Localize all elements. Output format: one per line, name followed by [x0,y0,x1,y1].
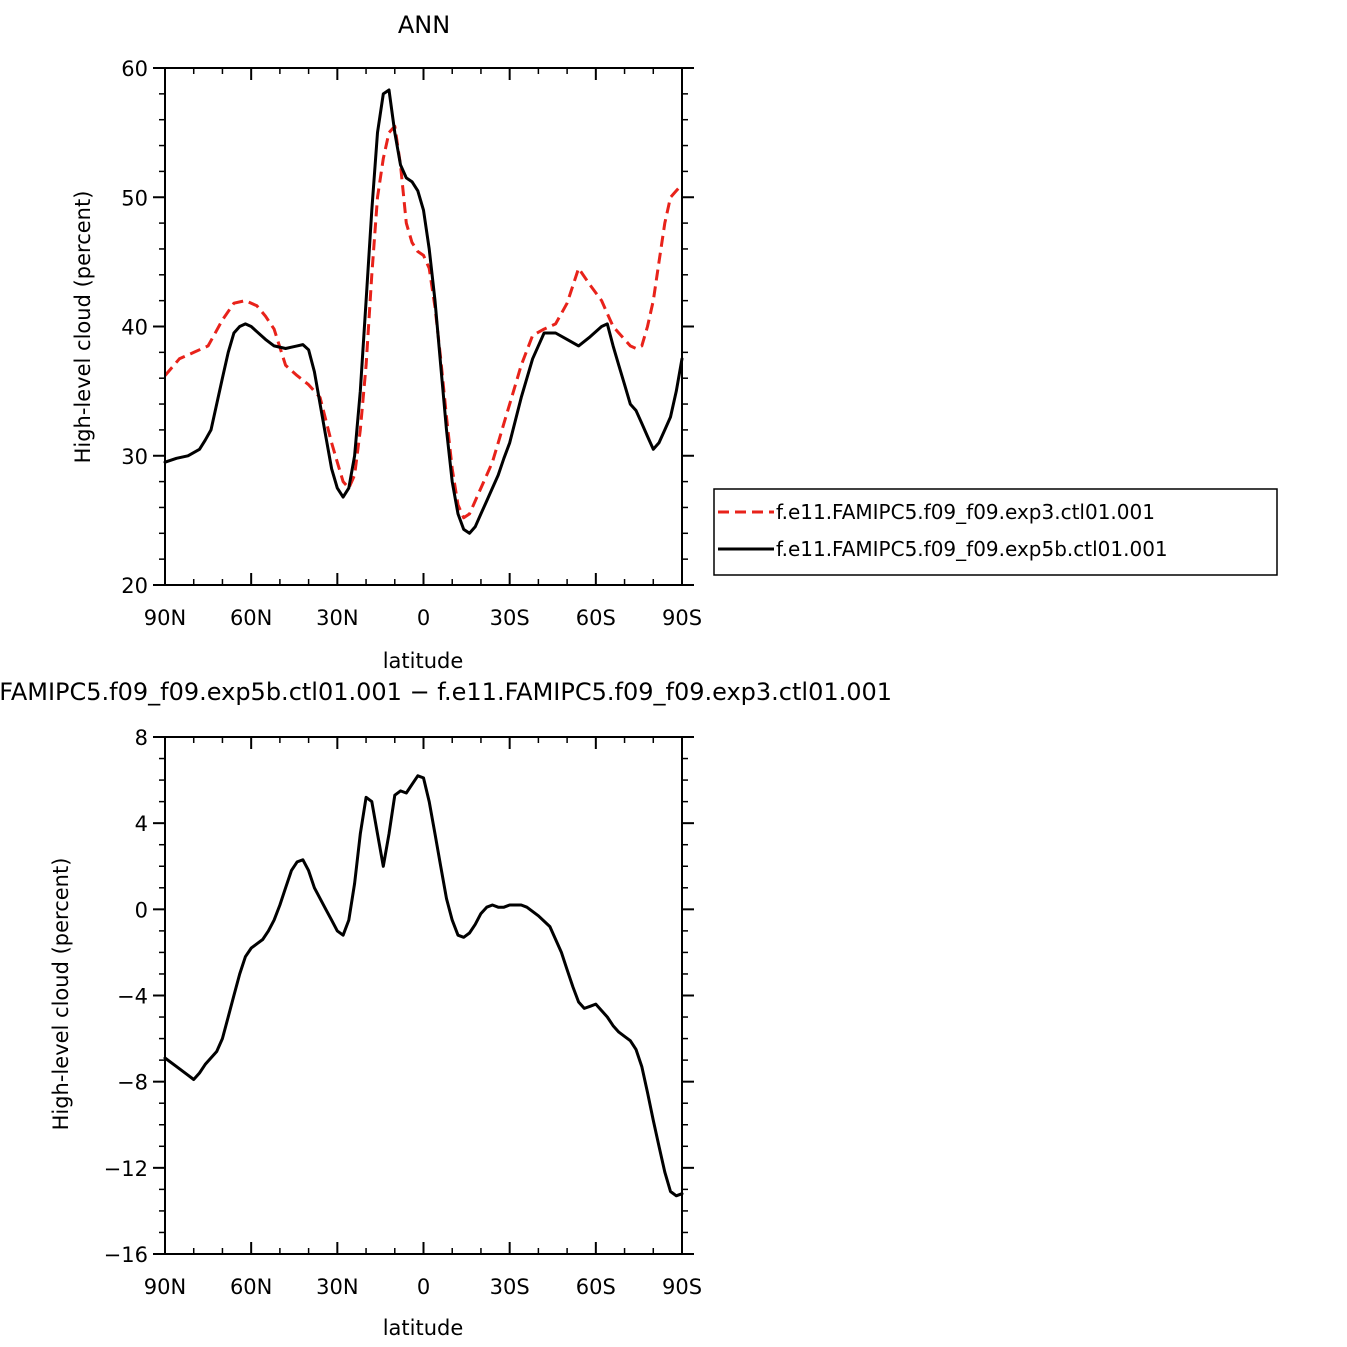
bottom-panel-xtick-label: 60N [230,1275,272,1299]
top-panel-xtick-label: 30N [316,606,358,630]
top-panel-title: ANN [398,11,450,39]
bottom-panel-xtick-label: 90S [662,1275,702,1299]
top-panel-ytick-label: 60 [121,57,148,81]
top-panel-ytick-label: 50 [121,186,148,210]
top-panel-series-1-line [163,88,684,535]
bottom-panel-frame [164,736,683,1255]
top-panel-xtick-label: 30S [490,606,530,630]
bottom-panel-ticks: 90N 60N 30N 0 30S 60S 90S −16 −12 −8 −4 0 4 8 [104,726,702,1299]
top-panel-series-0-line [163,124,684,520]
bottom-panel-xlabel: latitude [383,1316,464,1340]
top-panel-frame [164,67,683,586]
bottom-panel-ytick-label: −16 [104,1243,148,1267]
bottom-panel-xtick-label: 30S [490,1275,530,1299]
top-panel-ticks: 90N 60N 30N 0 30S 60S 90S 20 30 40 50 60 [121,57,702,630]
bottom-panel-ytick-label: −4 [117,985,148,1009]
top-panel-ytick-label: 20 [121,574,148,598]
top-panel-series [163,88,684,535]
bottom-panel-xtick-label: 30N [316,1275,358,1299]
top-panel-xtick-label: 60S [576,606,616,630]
bottom-panel-title: f.e11.FAMIPC5.f09_f09.exp5b.ctl01.001 − … [0,678,892,706]
bottom-panel-xtick-label: 0 [417,1275,430,1299]
top-panel-xtick-label: 60N [230,606,272,630]
bottom-panel: f.e11.FAMIPC5.f09_f09.exp5b.ctl01.001 − … [0,678,892,1340]
legend-label-exp5b: f.e11.FAMIPC5.f09_f09.exp5b.ctl01.001 [776,537,1168,561]
top-panel: ANN High-level cloud (percent) latitude … [71,11,702,673]
bottom-panel-series [163,774,684,1198]
top-panel-ylabel: High-level cloud (percent) [71,191,95,464]
bottom-panel-ylabel: High-level cloud (percent) [49,858,73,1131]
top-panel-xtick-label: 90S [662,606,702,630]
bottom-panel-ytick-label: 4 [135,812,148,836]
legend-label-exp3: f.e11.FAMIPC5.f09_f09.exp3.ctl01.001 [776,500,1155,524]
legend: f.e11.FAMIPC5.f09_f09.exp3.ctl01.001 f.e… [713,488,1278,576]
bottom-panel-xtick-label: 60S [576,1275,616,1299]
legend-box [713,488,1278,576]
bottom-panel-xtick-label: 90N [144,1275,186,1299]
bottom-panel-ytick-label: 0 [135,898,148,922]
top-panel-xtick-label: 0 [417,606,430,630]
bottom-panel-series-0-line [163,774,684,1198]
top-panel-xlabel: latitude [383,649,464,673]
bottom-panel-ytick-label: −8 [117,1071,148,1095]
bottom-panel-ytick-label: 8 [135,726,148,750]
bottom-panel-ytick-label: −12 [104,1157,148,1181]
top-panel-xtick-label: 90N [144,606,186,630]
top-panel-ytick-label: 40 [121,316,148,340]
top-panel-ytick-label: 30 [121,445,148,469]
